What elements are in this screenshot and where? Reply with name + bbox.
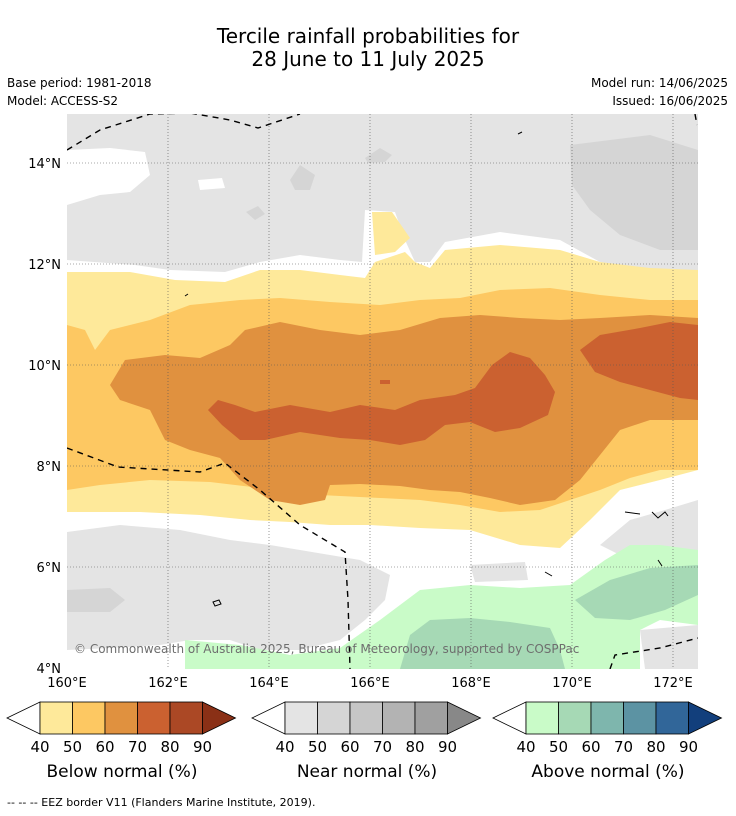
longitude-labels: 160°E 162°E 164°E 166°E 168°E 170°E 172°… [47, 676, 693, 691]
model-run-label: Model run: 14/06/2025 [590, 76, 728, 90]
rainfall-map: © Commonwealth of Australia 2025, Bureau… [67, 114, 698, 669]
above-legend-swatch [655, 701, 689, 735]
lon-label-160e: 160°E [47, 676, 87, 691]
above-legend-high-arrow [688, 701, 723, 735]
below-legend-high-arrow [202, 701, 237, 735]
below-legend-tick: 60 [95, 738, 114, 756]
near-legend-tick: 70 [373, 738, 392, 756]
below-legend-swatch [169, 701, 203, 735]
lon-label-164e: 164°E [249, 676, 289, 691]
legend-below-normal: 40 50 60 70 80 90 [6, 701, 237, 756]
map-gridlines [67, 114, 698, 669]
legend-above-normal: 40 50 60 70 80 90 [492, 701, 723, 756]
near-normal-patch-c [246, 206, 265, 220]
above-legend-swatch [590, 701, 624, 735]
lon-label-172e: 172°E [653, 676, 693, 691]
near-normal-region-north-darker [570, 135, 698, 250]
lat-label-10n: 10°N [28, 359, 61, 374]
above-legend-swatch [525, 701, 559, 735]
below-legend-tick: 70 [128, 738, 147, 756]
lon-label-162e: 162°E [148, 676, 188, 691]
legend-near-title: Near normal (%) [296, 762, 438, 782]
below-legend-tick: 40 [30, 738, 49, 756]
eez-borders [67, 114, 698, 669]
copyright-notice: © Commonwealth of Australia 2025, Bureau… [74, 642, 579, 656]
near-legend-high-arrow [447, 701, 482, 735]
above-legend-tick: 90 [679, 738, 698, 756]
above-legend-swatch [623, 701, 657, 735]
issued-label: Issued: 16/06/2025 [612, 94, 728, 108]
lon-label-168e: 168°E [451, 676, 491, 691]
eez-footnote: -- -- -- EEZ border V11 (Flanders Marine… [7, 796, 316, 809]
map-title-line1: Tercile rainfall probabilities for [216, 24, 520, 48]
near-legend-tick: 50 [308, 738, 327, 756]
near-legend-swatch [414, 701, 448, 735]
below-legend-swatch [39, 701, 73, 735]
near-normal-patch-b [365, 148, 392, 163]
latitude-labels: 14°N 12°N 10°N 8°N 6°N 4°N [28, 157, 61, 677]
above-normal-40-region [185, 545, 698, 669]
north-white-spot [198, 178, 225, 190]
near-legend-low-arrow [251, 701, 286, 735]
lon-label-170e: 170°E [552, 676, 592, 691]
near-legend-swatch [284, 701, 318, 735]
below-legend-swatch [137, 701, 171, 735]
below-normal-70-dot [380, 380, 390, 384]
near-normal-region-north [67, 114, 698, 272]
near-normal-patch-a [290, 165, 315, 190]
legend-below-title: Below normal (%) [46, 762, 198, 782]
model-label: Model: ACCESS-S2 [7, 94, 119, 108]
above-normal-50-region [400, 618, 565, 669]
legend-above-title: Above normal (%) [531, 762, 685, 782]
near-normal-region-southeast [600, 500, 698, 560]
near-normal-southeast-corner [640, 625, 698, 669]
near-normal-region-south [67, 525, 390, 650]
near-normal-south-patch [470, 562, 528, 582]
above-legend-tick: 70 [614, 738, 633, 756]
near-legend-swatch [382, 701, 416, 735]
lat-label-4n: 4°N [37, 662, 62, 677]
near-legend-tick: 40 [275, 738, 294, 756]
above-legend-low-arrow [492, 701, 527, 735]
map-title-line2: 28 June to 11 July 2025 [251, 47, 485, 71]
below-normal-70-band [208, 352, 555, 445]
near-legend-tick: 90 [438, 738, 457, 756]
island-outlines [184, 131, 669, 607]
below-legend-low-arrow [6, 701, 41, 735]
lat-label-14n: 14°N [28, 157, 61, 172]
above-legend-swatch [558, 701, 592, 735]
above-legend-tick: 50 [549, 738, 568, 756]
above-legend-tick: 60 [581, 738, 600, 756]
above-normal-50-east-region [575, 565, 698, 620]
below-normal-70-east-blob [580, 322, 698, 400]
near-legend-swatch [349, 701, 383, 735]
near-legend-tick: 80 [405, 738, 424, 756]
below-legend-tick: 50 [63, 738, 82, 756]
below-legend-swatch [104, 701, 138, 735]
near-normal-south-darker [67, 588, 125, 612]
below-legend-tick: 80 [160, 738, 179, 756]
lat-label-6n: 6°N [37, 561, 62, 576]
below-normal-40-north-blob [372, 212, 410, 255]
above-legend-tick: 80 [646, 738, 665, 756]
lat-label-12n: 12°N [28, 258, 61, 273]
lon-label-166e: 166°E [350, 676, 390, 691]
above-legend-tick: 40 [516, 738, 535, 756]
base-period-label: Base period: 1981-2018 [7, 76, 152, 90]
near-legend-tick: 60 [340, 738, 359, 756]
below-legend-swatch [72, 701, 106, 735]
near-legend-swatch [317, 701, 351, 735]
north-white-area [67, 148, 150, 205]
legend-near-normal: 40 50 60 70 80 90 [251, 701, 482, 756]
lat-label-8n: 8°N [37, 460, 62, 475]
below-legend-tick: 90 [193, 738, 212, 756]
